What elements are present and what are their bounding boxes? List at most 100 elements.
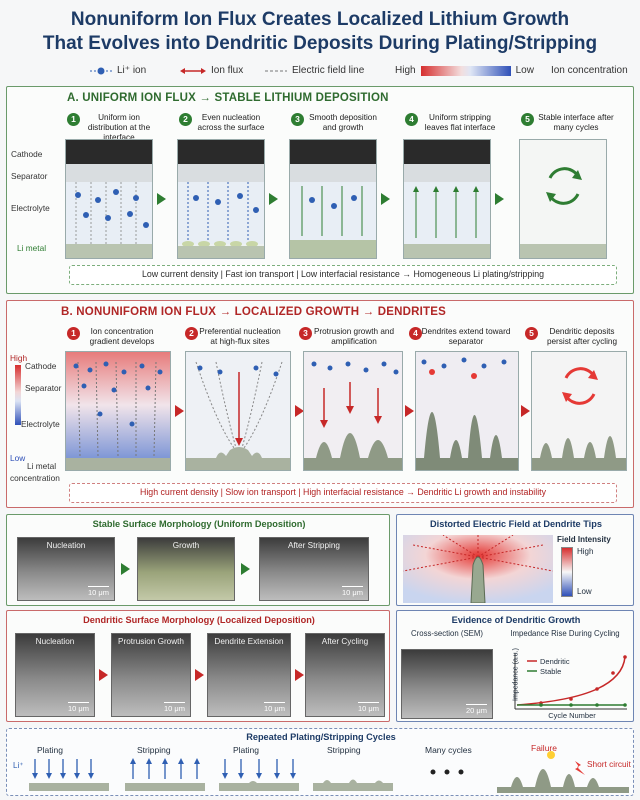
- label-separator-b: Separator: [25, 383, 62, 393]
- legend-concentration-scale: High Low Ion concentration: [395, 65, 628, 76]
- label-high-b: High: [10, 353, 28, 363]
- dendritic-image-nucleation: Nucleation 10 μm: [15, 633, 95, 717]
- section-b-gradient-bar: [15, 365, 21, 425]
- legend-field-line-label: Electric field line: [292, 65, 365, 76]
- dendritic-caption-protrusion: Protrusion Growth: [118, 637, 184, 646]
- field-intensity-bar: [561, 547, 573, 597]
- step-a4-text: Uniform stripping leaves flat interface: [424, 113, 496, 132]
- cycles-title: Repeated Plating/Stripping Cycles: [246, 732, 396, 742]
- ellipsis-icon: [430, 769, 464, 775]
- legend-high: High: [395, 65, 416, 76]
- sem-scale: 20 μm: [466, 704, 487, 715]
- step-b3-text: Protrusion growth and amplification: [313, 327, 395, 346]
- dendritic-scale-nucleation: 10 μm: [68, 702, 89, 713]
- legend-dendritic: Dendritic: [540, 657, 570, 666]
- step-a1-number: 1: [67, 113, 80, 126]
- dendritic-morphology-title: Dendritic Surface Morphology (Localized …: [83, 615, 315, 625]
- step-b4-number: 4: [409, 327, 422, 340]
- field-scale-high: High: [577, 547, 594, 556]
- cell-a2: [177, 139, 265, 259]
- sem-cross-section-image: 20 μm: [401, 649, 493, 719]
- label-electrolyte-b: Electrolyte: [21, 419, 60, 429]
- stable-scale-nucleation: 10 μm: [88, 586, 109, 597]
- cycle-2-illustration: [125, 758, 205, 791]
- cell-b2: [185, 351, 291, 471]
- stable-scale-after-stripping: 10 μm: [342, 586, 363, 597]
- dendritic-scale-protrusion: 10 μm: [164, 702, 185, 713]
- field-scale-title: Field Intensity: [557, 535, 611, 544]
- step-a4-number: 4: [405, 113, 418, 126]
- failure-illustration: [497, 751, 629, 793]
- field-scale-low: Low: [577, 587, 592, 596]
- label-cathode-b: Cathode: [25, 361, 57, 371]
- stable-morphology-panel: Stable Surface Morphology (Uniform Depos…: [6, 514, 390, 606]
- cell-b1: [65, 351, 171, 471]
- stable-image-nucleation: Nucleation 10 μm: [17, 537, 115, 601]
- title-line-1: Nonuniform Ion Flux Creates Localized Li…: [70, 9, 570, 30]
- step-b1-number: 1: [67, 327, 80, 340]
- step-a1-text: Uniform ion distribution at the interfac…: [87, 113, 151, 142]
- arrow-a4-a5: [495, 193, 504, 205]
- legend-ion-concentration: Ion concentration: [550, 65, 628, 76]
- legend: Li⁺ ion Ion flux Electric field line Hig…: [30, 62, 628, 82]
- cell-a1-illustration: [66, 140, 152, 258]
- cycle-label-2: Stripping: [137, 745, 171, 755]
- step-a3-text: Smooth deposition and growth: [309, 113, 377, 132]
- stable-caption-nucleation: Nucleation: [46, 541, 86, 550]
- cell-b3-illustration: [304, 352, 402, 470]
- double-arrow-icon: [180, 67, 206, 74]
- section-a-title: A. UNIFORM ION FLUX → STABLE LITHIUM DEP…: [67, 92, 389, 104]
- legend-low: Low: [515, 65, 534, 76]
- cell-a2-illustration: [178, 140, 264, 258]
- arrow-b1-b2: [175, 405, 184, 417]
- label-electrolyte-a: Electrolyte: [11, 203, 50, 213]
- label-li-metal-b: Li metal: [27, 461, 57, 471]
- legend-ion-flux-label: Ion flux: [211, 65, 244, 76]
- step-b2-text: Preferential nucleation at high-flux sit…: [199, 327, 281, 346]
- label-li-metal-a: Li metal: [17, 243, 47, 253]
- cycle-1-illustration: [29, 759, 109, 791]
- arrow-b4-b5: [521, 405, 530, 417]
- dendritic-image-extension: Dendrite Extension 10 μm: [207, 633, 291, 717]
- cell-b4: [415, 351, 519, 471]
- legend-field-line: Electric field line: [265, 65, 364, 76]
- step-a5-text: Stable interface after many cycles: [538, 113, 614, 132]
- label-cathode-a: Cathode: [11, 149, 43, 159]
- cell-a1: [65, 139, 153, 259]
- cycle-label-5: Many cycles: [425, 745, 472, 755]
- step-a3-number: 3: [291, 113, 304, 126]
- cycles-panel: Repeated Plating/Stripping Cycles Platin…: [6, 728, 634, 796]
- cycle-3-illustration: [219, 759, 299, 791]
- cycle-li-label: Li⁺: [13, 761, 24, 770]
- dendritic-caption-nucleation: Nucleation: [35, 637, 75, 646]
- section-a-summary: Low current density | Fast ion transport…: [69, 265, 617, 285]
- dendritic-image-after-cycling: After Cycling 10 μm: [305, 633, 385, 717]
- title-line-2: That Evolves into Dendritic Deposits Dur…: [42, 33, 598, 54]
- cell-a5: [519, 139, 607, 259]
- section-a-panel: A. UNIFORM ION FLUX → STABLE LITHIUM DEP…: [6, 86, 634, 294]
- label-concentration-b: concentration: [10, 473, 60, 483]
- cell-a3: [289, 139, 377, 259]
- arrow-b2-b3: [295, 405, 304, 417]
- step-a5-number: 5: [521, 113, 534, 126]
- dendritic-scale-extension: 10 μm: [264, 702, 285, 713]
- legend-li-ion-label: Li⁺ ion: [117, 65, 147, 76]
- stable-caption-after-stripping: After Stripping: [288, 541, 340, 550]
- dendritic-scale-after-cycling: 10 μm: [358, 702, 379, 713]
- step-b1-text: Ion concentration gradient develops: [89, 327, 155, 346]
- cell-a3-illustration: [290, 140, 376, 258]
- sem-title: Cross-section (SEM): [411, 629, 483, 638]
- dendritic-caption-extension: Dendrite Extension: [214, 637, 284, 646]
- dashed-line-icon: [265, 70, 287, 71]
- cycle-4-illustration: [313, 779, 393, 791]
- evidence-title: Evidence of Dendritic Growth: [451, 615, 581, 625]
- cell-a5-illustration: [520, 167, 606, 258]
- cell-b5-illustration: [532, 367, 626, 470]
- cycle-label-3: Plating: [233, 745, 259, 755]
- step-b2-number: 2: [185, 327, 198, 340]
- li-ion-icon: [90, 67, 112, 74]
- page-title: Nonuniform Ion Flux Creates Localized Li…: [0, 8, 640, 56]
- dendritic-caption-after-cycling: After Cycling: [321, 637, 369, 646]
- short-circuit-label: Short circuit: [587, 759, 631, 769]
- impedance-chart: [514, 653, 627, 710]
